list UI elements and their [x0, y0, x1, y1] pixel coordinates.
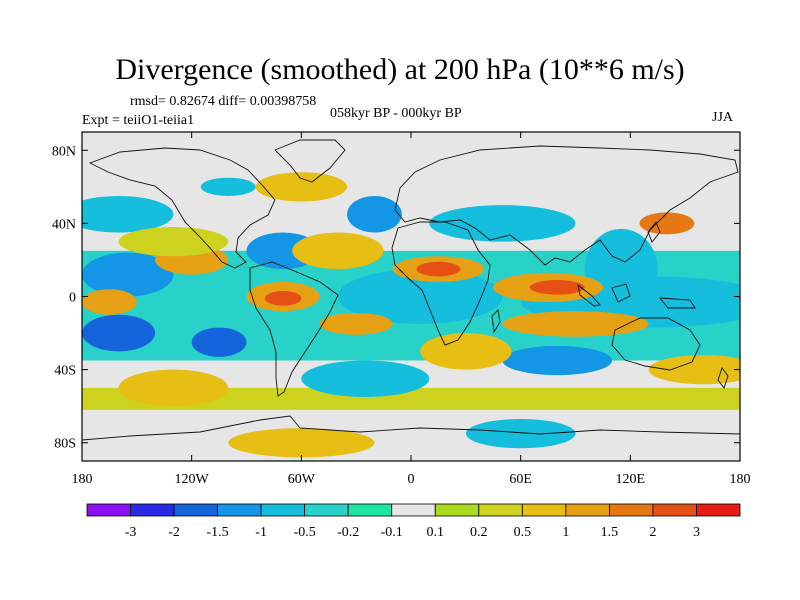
- experiment-label: Expt = teiiO1-teiia1: [82, 113, 195, 128]
- lon-tick-label: 0: [408, 472, 415, 487]
- field-blob-14: [502, 345, 613, 376]
- colorbar-label: 2: [649, 525, 656, 540]
- axis-ticks: 80N 40N 0 40S 80S 180 120W 60W 0 60E 120E 180: [52, 132, 751, 487]
- field-blob-21: [416, 261, 461, 277]
- colorbar-swatch: [130, 503, 175, 517]
- colorbar-label: -3: [125, 525, 137, 540]
- colorbar-label: 0.5: [514, 525, 532, 540]
- field-blob-19: [264, 291, 302, 306]
- field-blob-16: [82, 195, 174, 233]
- field-blob-36: [200, 177, 256, 196]
- colorbar-swatch: [652, 503, 697, 517]
- colorbar-label: 3: [693, 525, 700, 540]
- field-blob-23: [529, 280, 585, 295]
- divergence-field: [82, 132, 740, 461]
- field-blob-13: [429, 205, 576, 242]
- coastline-madagascar: [491, 309, 501, 334]
- coastline-borneo: [611, 283, 631, 303]
- coastline-antarctica: [82, 415, 740, 441]
- coastline-new-zealand: [717, 367, 729, 389]
- coastline-japan: [647, 221, 661, 243]
- colorbar-swatch: [217, 503, 262, 517]
- field-blob-10: [191, 327, 247, 357]
- coastlines: [82, 139, 740, 441]
- season-label: JJA: [712, 110, 734, 125]
- colorbar-label: -0.1: [381, 525, 403, 540]
- colorbar-label: -1.5: [207, 525, 229, 540]
- colorbar-swatch: [521, 503, 567, 517]
- stats-label: rmsd= 0.82674 diff= 0.00398758: [130, 94, 317, 109]
- colorbar-swatch: [86, 503, 131, 517]
- field-blob-27: [639, 212, 695, 235]
- colorbar-swatch: [565, 503, 610, 517]
- colorbar-label: -0.2: [337, 525, 359, 540]
- colorbar-label: -0.5: [294, 525, 316, 540]
- period-label: 058kyr BP - 000kyr BP: [330, 106, 462, 121]
- lat-tick-label: 40S: [54, 364, 76, 379]
- coastline-africa: [391, 221, 491, 346]
- colorbar-swatch: [696, 503, 741, 517]
- field-blob-25: [82, 289, 137, 315]
- field-blob-31: [292, 232, 384, 270]
- colorbar-label: 1.5: [601, 525, 619, 540]
- coastline-south-america: [249, 261, 339, 397]
- lat-tick-label: 0: [69, 291, 76, 306]
- lon-tick-label: 180: [72, 472, 93, 487]
- field-blob-32: [648, 354, 740, 385]
- field-blob-17: [465, 418, 576, 449]
- lat-tick-label: 40N: [52, 217, 76, 232]
- coastline-north-america: [88, 147, 276, 269]
- field-blob-30: [420, 333, 512, 370]
- coastline-greenland: [274, 139, 346, 183]
- field-band-south-mid: [82, 387, 740, 410]
- lat-tick-label: 80N: [52, 144, 76, 159]
- lon-tick-label: 120W: [175, 472, 210, 487]
- colorbar-swatch: [478, 503, 523, 517]
- map-title: Divergence (smoothed) at 200 hPa (10**6 …: [115, 53, 685, 86]
- colorbar-swatch: [609, 503, 654, 517]
- coastline-australia: [611, 317, 701, 371]
- field-blob-8: [82, 252, 174, 297]
- lon-tick-label: 60W: [288, 472, 316, 487]
- field-blob-9: [82, 314, 156, 352]
- field-blob-15: [301, 360, 430, 398]
- colorbar-label: 1: [562, 525, 569, 540]
- colorbar-swatch: [260, 503, 306, 517]
- field-blob-7: [584, 228, 658, 310]
- field-blob-2: [337, 269, 503, 324]
- colorbar-swatch: [347, 503, 393, 517]
- field-blob-34: [118, 227, 229, 257]
- colorbar-label: -1: [255, 525, 267, 540]
- coastline-new-guinea: [659, 297, 696, 309]
- colorbar: -3 -2 -1.5 -1 -0.5 -0.2 -0.1 0.1 0.2 0.5 1 1.5 2 3: [86, 503, 741, 540]
- colorbar-swatch: [304, 503, 349, 517]
- field-blob-29: [118, 369, 229, 407]
- field-blob-12: [347, 195, 402, 233]
- coastline-eurasia: [394, 145, 739, 266]
- colorbar-label: 0.2: [470, 525, 488, 540]
- field-blob-35: [255, 172, 348, 202]
- colorbar-label: 0.1: [427, 525, 445, 540]
- colorbar-label: -2: [168, 525, 180, 540]
- coastline-sumatra: [577, 283, 601, 307]
- field-blob-33: [228, 428, 375, 458]
- colorbar-swatch: [391, 503, 436, 517]
- lon-tick-label: 120E: [616, 472, 646, 487]
- colorbar-swatch: [173, 503, 218, 517]
- field-blob-24: [502, 311, 649, 337]
- field-blob-26: [319, 312, 393, 335]
- lon-tick-label: 60E: [509, 472, 532, 487]
- lat-tick-label: 80S: [54, 437, 76, 452]
- lon-tick-label: 180: [730, 472, 751, 487]
- colorbar-swatch: [434, 503, 480, 517]
